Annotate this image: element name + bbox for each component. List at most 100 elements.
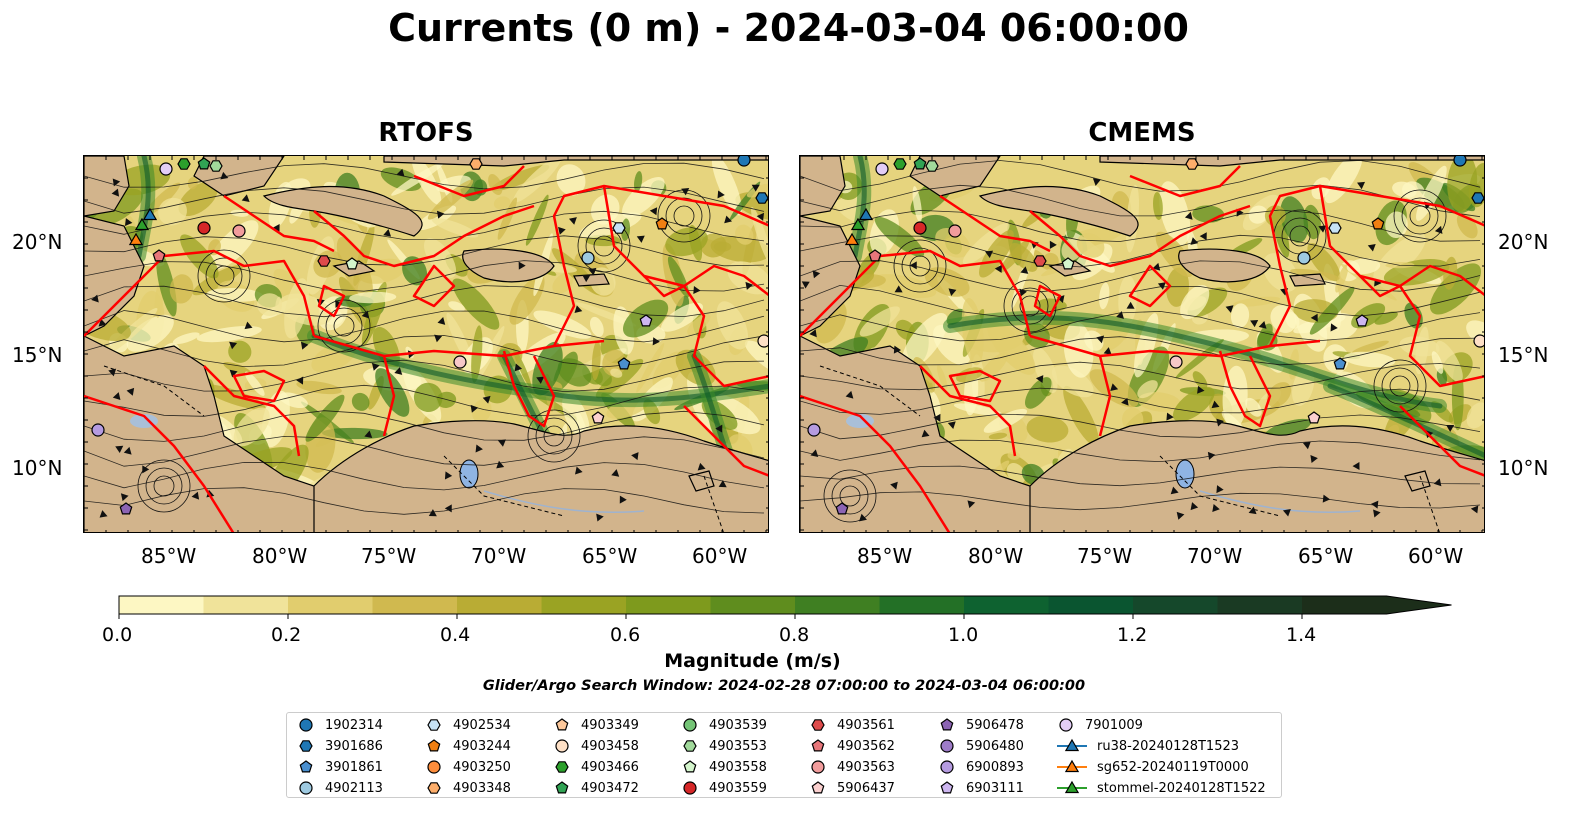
streamline-arrow bbox=[1258, 321, 1267, 329]
streamline bbox=[800, 491, 1481, 511]
marker-circle bbox=[581, 251, 595, 265]
eddy-streamline bbox=[213, 265, 235, 287]
eddy-streamline bbox=[1389, 375, 1411, 397]
streamline-arrow bbox=[1373, 509, 1381, 518]
streamline bbox=[800, 209, 1481, 242]
streamline-arrow bbox=[558, 226, 566, 235]
speed-patch bbox=[602, 349, 627, 377]
legend-entry: 4902113 bbox=[297, 778, 383, 798]
streamline-arrow bbox=[108, 368, 117, 377]
streamline-arrow bbox=[636, 235, 645, 243]
colorbar-segment bbox=[626, 596, 711, 614]
speed-patch bbox=[416, 205, 457, 230]
streamline-arrow bbox=[801, 281, 810, 289]
eez-boundary bbox=[317, 284, 346, 318]
speed-patch bbox=[1257, 323, 1273, 350]
marker-hexagon bbox=[317, 255, 331, 267]
lon-label-75w-left: 75°W bbox=[361, 544, 417, 568]
streamline-arrow bbox=[909, 261, 917, 270]
eez-boundary bbox=[1399, 405, 1484, 477]
speed-patch bbox=[1172, 386, 1215, 422]
marker-hexagon bbox=[1033, 255, 1047, 267]
legend-entry: 4903250 bbox=[425, 757, 511, 777]
streamline-arrow bbox=[890, 481, 898, 490]
land-mass bbox=[84, 156, 130, 217]
speed-patch bbox=[610, 368, 623, 378]
streamline-arrow bbox=[715, 424, 723, 433]
legend-entry: ru38-20240128T1523 bbox=[1057, 736, 1239, 756]
streamline bbox=[84, 435, 765, 467]
legend-marker-icon bbox=[811, 760, 825, 774]
marker-hexagon bbox=[177, 158, 191, 170]
legend-entry: stommel-20240128T1522 bbox=[1057, 778, 1266, 798]
speed-patch bbox=[1416, 165, 1447, 221]
eez-boundary bbox=[502, 350, 556, 428]
streamline bbox=[84, 359, 765, 393]
legend-entry: 4903458 bbox=[553, 736, 639, 756]
map-panel-cmems[interactable] bbox=[799, 155, 1485, 533]
streamline-arrow bbox=[1197, 385, 1205, 394]
speed-patch bbox=[513, 156, 562, 203]
streamline-arrow bbox=[574, 305, 583, 314]
speed-patch bbox=[1335, 264, 1349, 293]
streamline-arrow bbox=[99, 510, 108, 518]
streamline-arrow bbox=[434, 334, 443, 343]
lon-label-70w-right: 70°W bbox=[1187, 544, 1243, 568]
streamline-arrow bbox=[1035, 375, 1044, 384]
streamline-arrow bbox=[1371, 500, 1379, 509]
lat-label-20n-left: 20°N bbox=[12, 230, 63, 254]
streamline-arrow bbox=[1357, 181, 1366, 190]
lat-label-15n-left: 15°N bbox=[12, 343, 63, 367]
marker-pentagon bbox=[345, 257, 359, 270]
marker-circle bbox=[91, 423, 105, 437]
marker-circle bbox=[232, 224, 246, 238]
eez-boundary bbox=[1359, 264, 1484, 298]
streamline-arrow bbox=[1248, 506, 1257, 515]
strong-current-core bbox=[1327, 383, 1484, 458]
lon-label-60w-left: 60°W bbox=[692, 544, 748, 568]
streamline-arrow bbox=[120, 493, 129, 502]
marker-circle bbox=[683, 718, 697, 732]
speed-patch bbox=[874, 216, 925, 257]
streamline-arrow bbox=[611, 469, 620, 477]
legend-label: 6903111 bbox=[966, 780, 1024, 796]
eez-boundary bbox=[919, 365, 1017, 457]
eez-boundary bbox=[800, 249, 1032, 337]
panel-title-cmems: CMEMS bbox=[1088, 118, 1196, 148]
streamline-arrow bbox=[921, 429, 930, 438]
marker-pentagon bbox=[1333, 357, 1347, 370]
streamline-arrow bbox=[1318, 225, 1327, 233]
streamline-arrow bbox=[229, 369, 238, 378]
marker-pentagon bbox=[299, 760, 313, 773]
speed-patch bbox=[1245, 397, 1262, 417]
speed-patch bbox=[1232, 296, 1281, 307]
streamline-arrow bbox=[496, 460, 505, 469]
streamline-arrow bbox=[482, 395, 491, 404]
colorbar-segment bbox=[1048, 596, 1134, 614]
streamline-arrow bbox=[1212, 504, 1220, 513]
streamline bbox=[84, 235, 765, 267]
streamline-arrow bbox=[652, 337, 660, 346]
streamline-arrow bbox=[588, 267, 597, 276]
map-panel-rtofs[interactable] bbox=[83, 155, 769, 533]
speed-patch bbox=[107, 308, 158, 354]
speed-patch bbox=[1374, 311, 1398, 325]
marker-circle bbox=[299, 718, 313, 732]
streamline bbox=[84, 410, 765, 442]
streamline-arrow bbox=[1216, 418, 1224, 427]
eez-boundary bbox=[1033, 284, 1062, 318]
streamline-arrow bbox=[112, 178, 121, 187]
speed-patch bbox=[172, 332, 200, 345]
streamline-arrow bbox=[1020, 266, 1029, 274]
eez-boundary bbox=[1098, 355, 1112, 437]
eez-boundary bbox=[800, 394, 951, 532]
streamline-arrow bbox=[470, 404, 479, 413]
eez-boundary bbox=[602, 185, 768, 388]
land-mass bbox=[800, 156, 846, 217]
speed-patch bbox=[987, 321, 1036, 375]
streamline-arrow bbox=[845, 390, 854, 399]
marker-pentagon bbox=[617, 357, 631, 370]
streamline-arrow bbox=[514, 363, 523, 372]
legend-marker-icon bbox=[940, 718, 954, 731]
marker-pentagon bbox=[152, 249, 166, 262]
